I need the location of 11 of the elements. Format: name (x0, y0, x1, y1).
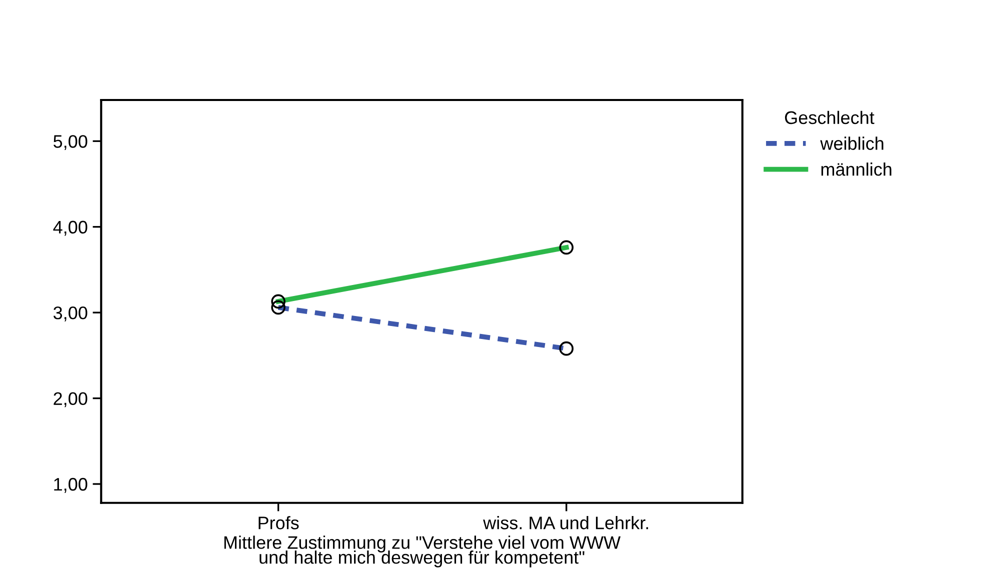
y-tick-label: 4,00 (53, 220, 88, 236)
x-tick-label: wiss. MA und Lehrkr. (483, 516, 648, 530)
legend-label: männlich (821, 162, 892, 176)
x-tick-label: Profs (258, 516, 299, 530)
y-tick-label: 5,00 (54, 135, 88, 150)
y-tick-label: 3,00 (54, 306, 88, 322)
x-axis-title: Mittlere Zustimmung zu "Verstehe viel vom WWW und halte mich deswegen für kompetent" (224, 536, 621, 568)
y-tick-label: 2,00 (54, 392, 88, 408)
y-tick-label: 1,00 (54, 478, 88, 493)
legend-label: weiblich (820, 136, 884, 150)
legend-title: Geschlecht (785, 110, 874, 124)
